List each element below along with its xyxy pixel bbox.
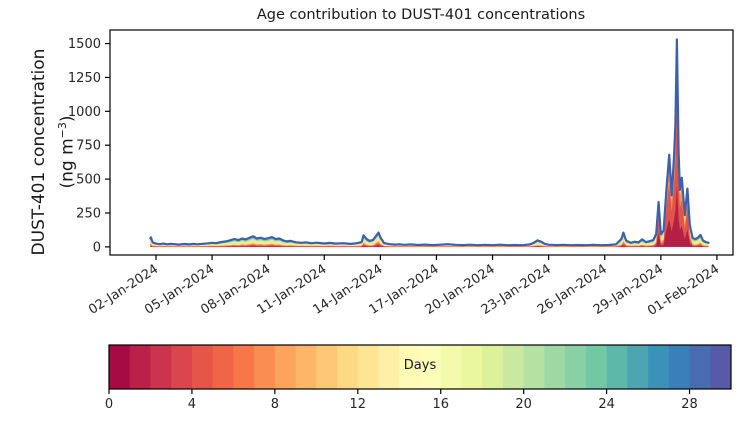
colorbar-segment <box>212 345 234 389</box>
total-concentration-line <box>149 38 710 247</box>
colorbar-segment <box>565 345 587 389</box>
age-layer-area-4 <box>150 42 709 247</box>
colorbar-segment <box>129 345 151 389</box>
colorbar-label: Days <box>403 358 437 373</box>
colorbar-segment <box>150 345 172 389</box>
colorbar-segment <box>606 345 628 389</box>
colorbar-segment <box>357 345 380 389</box>
y-axis-label-line1: DUST-401 concentration <box>29 48 49 256</box>
colorbar-tick-label: 28 <box>681 397 698 412</box>
colorbar-segment <box>420 345 442 389</box>
colorbar-segment <box>482 345 504 389</box>
y-tick-label: 1000 <box>68 105 101 120</box>
colorbar-segment <box>274 345 297 389</box>
colorbar-segment <box>461 345 483 389</box>
colorbar-segment <box>440 345 462 389</box>
colorbar-segment <box>254 345 276 389</box>
colorbar-tick-label: 8 <box>271 397 279 412</box>
colorbar-segment <box>191 345 214 389</box>
y-tick-label: 750 <box>76 139 101 154</box>
age-layer-area-1 <box>150 105 709 247</box>
colorbar-segment <box>171 345 193 389</box>
colorbar-tick-label: 12 <box>350 397 367 412</box>
y-tick-label: 250 <box>76 206 101 221</box>
y-axis-label-superscript: −3 <box>56 122 69 139</box>
chart-title: Age contribution to DUST-401 concentrati… <box>256 7 586 23</box>
colorbar-segment <box>689 345 711 389</box>
colorbar-segment <box>109 345 131 389</box>
colorbar-frame <box>108 344 732 390</box>
colorbar-tick-label: 16 <box>432 397 449 412</box>
y-axis-label: DUST-401 concentration (ng m−3) <box>28 22 78 282</box>
colorbar-segment <box>710 345 732 389</box>
y-tick-label: 1500 <box>68 37 101 52</box>
age-layer-area-3 <box>150 47 709 247</box>
age-layer-area-5 <box>150 40 709 247</box>
colorbar-tick-label: 20 <box>515 397 532 412</box>
colorbar-segment <box>316 345 338 389</box>
colorbar-segment <box>399 345 421 389</box>
colorbar-segment <box>378 345 400 389</box>
age-layer-area-6 <box>150 39 709 247</box>
colorbar-segment <box>668 345 691 389</box>
colorbar-tick-label: 24 <box>598 397 615 412</box>
y-tick-label: 500 <box>76 173 101 188</box>
colorbar-segment <box>233 345 255 389</box>
age-layer-area-2 <box>150 64 709 247</box>
colorbar-segment <box>585 345 608 389</box>
colorbar-segment <box>502 345 525 389</box>
y-tick-label: 0 <box>93 240 101 255</box>
y-tick-label: 1250 <box>68 71 101 86</box>
colorbar-segment <box>544 345 566 389</box>
colorbar-tick-label: 0 <box>105 397 113 412</box>
colorbar-segment <box>337 345 359 389</box>
y-axis-label-line2: (ng m−3) <box>56 115 78 189</box>
axes-frame <box>109 29 734 256</box>
colorbar-segment <box>627 345 649 389</box>
colorbar-tick-label: 4 <box>188 397 196 412</box>
colorbar-segment <box>295 345 317 389</box>
colorbar-segment <box>648 345 670 389</box>
colorbar-segment <box>523 345 545 389</box>
